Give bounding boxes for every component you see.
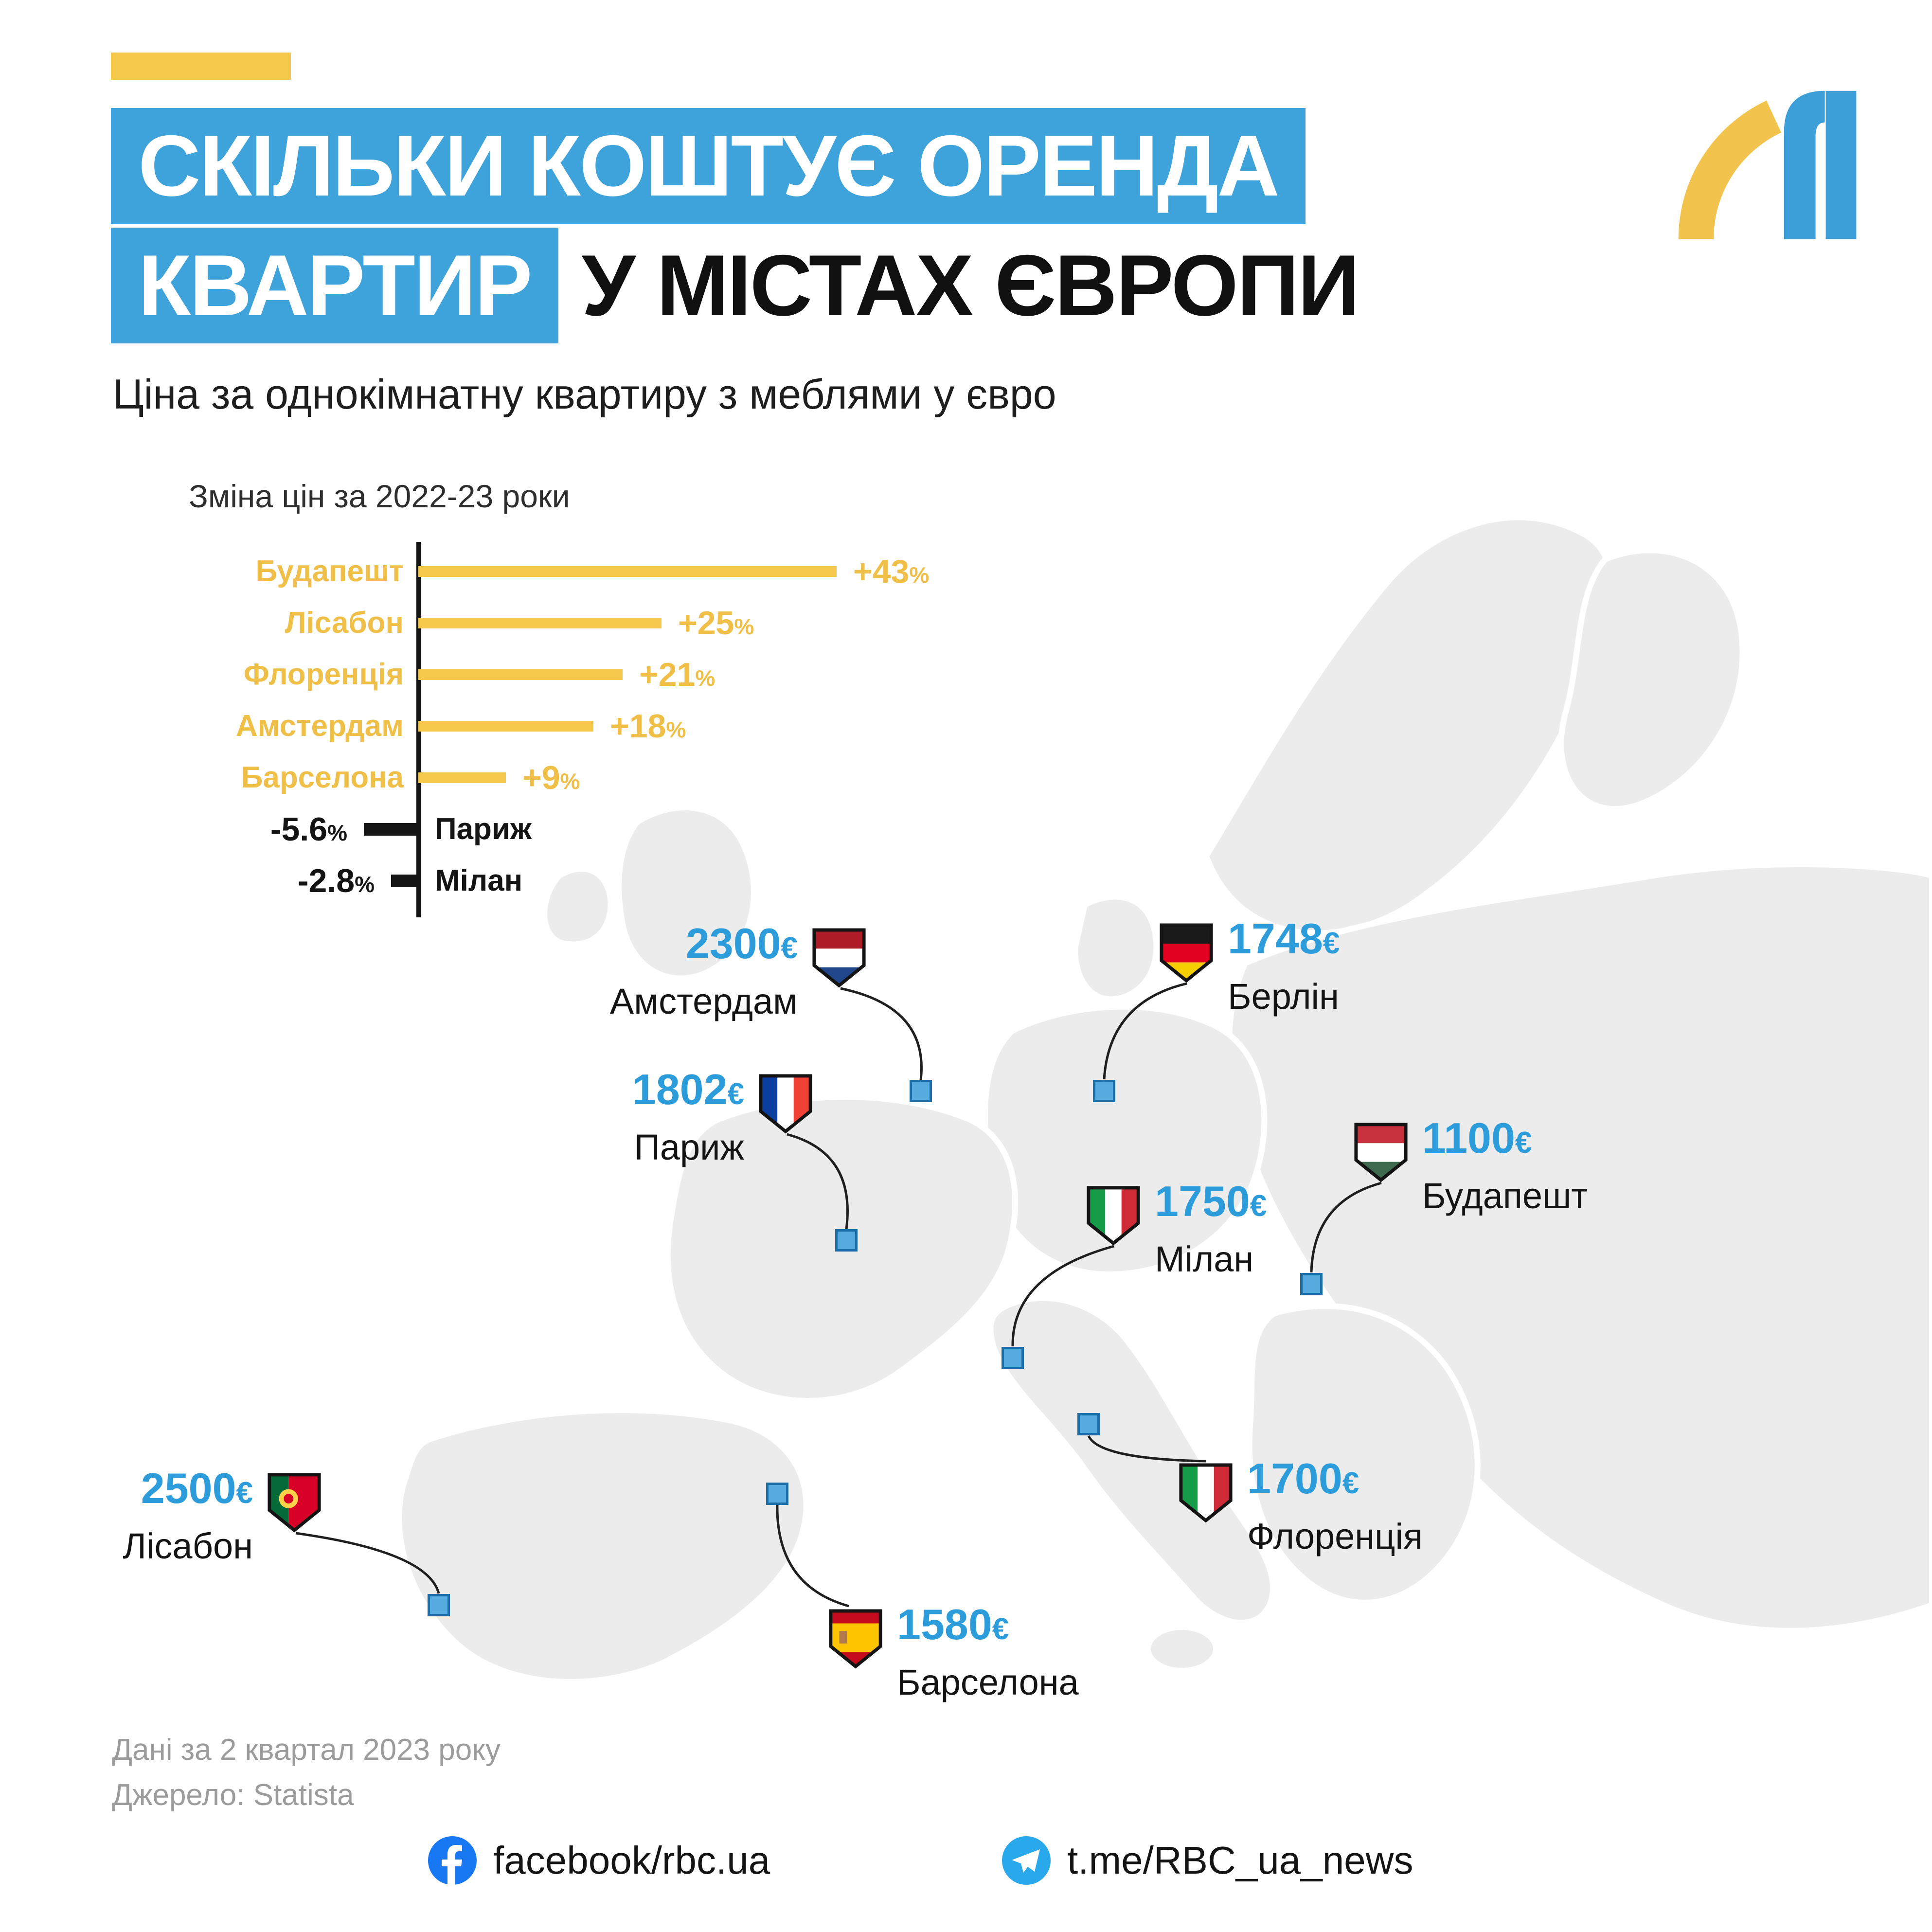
map-region-iberia [396, 1407, 809, 1685]
netherlands-flag-icon [812, 928, 866, 988]
price-label: 1748€ [1228, 914, 1340, 963]
chart-value-label: +18% [610, 708, 686, 745]
map-region-ireland [541, 866, 614, 948]
map-region-denmark [1072, 894, 1160, 1002]
city-label: Барселона [897, 1662, 1079, 1702]
city-label: Флоренція [1247, 1516, 1423, 1556]
map-region-scandinavia [1203, 514, 1615, 936]
chart-category-label: Будапешт [255, 555, 404, 588]
map-marker-budapest: 1100€ Будапешт [1352, 1114, 1588, 1217]
city-label: Лісабон [123, 1526, 253, 1566]
telegram-handle[interactable]: t.me/RBC_ua_news [1067, 1839, 1413, 1882]
title-highlight-1: СКІЛЬКИ КОШТУЄ ОРЕНДА [111, 108, 1306, 224]
chart-bar [418, 772, 506, 783]
map-point-milan [1002, 1347, 1024, 1369]
data-source-note: Джерело: Statista [112, 1778, 354, 1812]
chart-bar [418, 721, 593, 732]
map-marker-berlin: 1748€ Берлін [1158, 914, 1340, 1018]
chart-category-label: Мілан [435, 864, 523, 897]
title-rest: У МІСТАХ ЄВРОПИ [581, 237, 1360, 334]
germany-flag-icon [1160, 923, 1213, 983]
chart-value-label: +43% [853, 553, 930, 590]
chart-bar [418, 669, 623, 680]
chart-category-label: Барселона [241, 761, 404, 794]
page-title-line2: КВАРТИР У МІСТАХ ЄВРОПИ [111, 228, 1360, 343]
telegram-icon [1002, 1836, 1051, 1885]
italy-flag-icon [1179, 1463, 1233, 1523]
map-region-uk [616, 805, 757, 982]
map-point-berlin [1093, 1080, 1115, 1102]
map-point-amsterdam [910, 1080, 932, 1102]
city-label: Мілан [1155, 1239, 1254, 1279]
map-region-finland [1558, 547, 1746, 812]
facebook-handle[interactable]: facebook/rbc.ua [493, 1839, 770, 1882]
chart-category-label: Лісабон [285, 606, 404, 640]
map-point-paris [835, 1229, 858, 1252]
chart-row: Барселона +9% [97, 752, 1051, 804]
facebook-link[interactable]: facebook/rbc.ua [428, 1836, 770, 1885]
chart-rows: Будапешт +43% Лісабон +25% Флоренція +21% Амст… [97, 546, 1051, 907]
chart-category-label: Флоренція [243, 658, 404, 691]
price-label: 1700€ [1247, 1454, 1360, 1503]
spain-flag-icon [829, 1609, 882, 1669]
price-label: 2300€ [685, 919, 798, 967]
map-region-east [1226, 861, 1932, 1634]
map-region-balkans [1246, 1303, 1481, 1606]
city-label: Амстердам [609, 981, 798, 1021]
price-label: 1802€ [632, 1065, 744, 1113]
city-label: Париж [634, 1127, 744, 1167]
price-label: 1750€ [1155, 1177, 1267, 1225]
telegram-link[interactable]: t.me/RBC_ua_news [1002, 1836, 1413, 1885]
city-label: Будапешт [1422, 1176, 1588, 1216]
chart-title: Зміна цін за 2022-23 роки [189, 478, 570, 514]
map-point-budapest [1300, 1273, 1323, 1295]
map-region-sicily [1145, 1624, 1219, 1674]
accent-bar [111, 53, 291, 80]
facebook-icon [428, 1836, 477, 1885]
italy-flag-icon [1087, 1186, 1140, 1246]
chart-value-label: -5.6% [270, 811, 347, 848]
map-point-lisbon [428, 1594, 450, 1616]
chart-row: Мілан -2.8% [97, 855, 1051, 907]
chart-value-label: +21% [639, 656, 716, 693]
city-label: Берлін [1228, 976, 1339, 1017]
chart-row: Амстердам +18% [97, 700, 1051, 752]
title-highlight-2: КВАРТИР [111, 228, 558, 343]
chart-row: Будапешт +43% [97, 546, 1051, 597]
map-marker-barcelona: 1580€ Барселона [827, 1600, 1079, 1703]
map-marker-paris: 1802€ Париж [452, 1065, 814, 1168]
price-change-chart: Будапешт +43% Лісабон +25% Флоренція +21% Амст… [97, 542, 1051, 917]
subtitle: Ціна за однокімнатну квартиру з меблями … [113, 371, 1056, 418]
map-marker-milan: 1750€ Мілан [1085, 1177, 1267, 1280]
chart-row: Лісабон +25% [97, 597, 1051, 649]
hungary-flag-icon [1354, 1123, 1408, 1182]
france-flag-icon [759, 1074, 812, 1134]
chart-row: Флоренція +21% [97, 649, 1051, 700]
price-label: 1580€ [897, 1600, 1009, 1648]
map-marker-amsterdam: 2300€ Амстердам [506, 919, 868, 1022]
map-marker-lisbon: 2500€ Лісабон [29, 1464, 323, 1567]
price-label: 2500€ [141, 1464, 253, 1512]
price-label: 1100€ [1422, 1114, 1532, 1162]
map-point-barcelona [766, 1483, 788, 1505]
data-period-note: Дані за 2 квартал 2023 року [112, 1733, 501, 1767]
page-title-line1: СКІЛЬКИ КОШТУЄ ОРЕНДА [111, 108, 1306, 224]
chart-bar [418, 566, 837, 577]
chart-category-label: Париж [435, 812, 532, 846]
chart-value-label: -2.8% [297, 862, 375, 899]
portugal-flag-icon [268, 1473, 321, 1533]
chart-category-label: Амстердам [235, 709, 404, 743]
chart-value-label: +25% [678, 605, 754, 642]
rbc-logo [1678, 90, 1857, 239]
chart-row: Париж -5.6% [97, 804, 1051, 855]
chart-value-label: +9% [522, 759, 580, 796]
map-point-florence [1077, 1413, 1100, 1435]
map-marker-florence: 1700€ Флоренція [1177, 1454, 1423, 1557]
chart-bar [418, 618, 662, 628]
chart-bar [364, 823, 418, 836]
chart-bar [391, 875, 418, 887]
